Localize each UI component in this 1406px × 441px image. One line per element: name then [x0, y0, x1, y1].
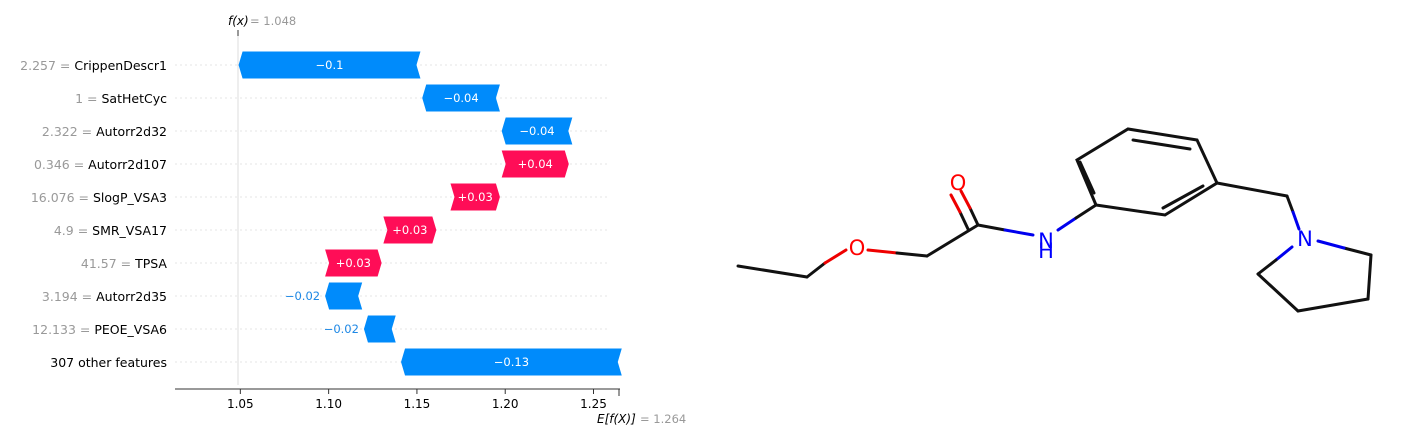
- feature-label: 16.076 = SlogP_VSA3: [31, 190, 167, 205]
- positive-contribution-bar: [325, 249, 382, 277]
- bond: [1131, 138, 1192, 151]
- positive-contribution-bar: [501, 150, 569, 178]
- bond: [1256, 258, 1278, 276]
- feature-value: 2.322 =: [42, 124, 96, 139]
- contribution-bars: −0.1 −0.04 −0.04 +0.04 +0.03 +0.03 +0.03 −0.02 −…: [238, 51, 622, 376]
- contribution-label: +0.03: [458, 190, 493, 204]
- contribution-label: +0.03: [336, 256, 371, 270]
- contribution-label: +0.04: [518, 157, 553, 171]
- contribution-label: −0.02: [324, 322, 359, 336]
- x-tick-label: 1.25: [580, 397, 607, 411]
- feature-name: PEOE_VSA6: [94, 322, 167, 337]
- base-label-value: = 1.264: [640, 412, 686, 426]
- feature-label: 41.57 = TPSA: [81, 256, 168, 271]
- feature-label: 4.9 = SMR_VSA17: [54, 223, 167, 238]
- bond: [1074, 203, 1098, 220]
- bond: [925, 223, 980, 258]
- feature-value: 3.194 =: [42, 289, 96, 304]
- contribution-label: −0.1: [316, 58, 344, 72]
- bond: [976, 223, 1007, 232]
- negative-contribution-bar: [238, 51, 421, 79]
- x-axis-ticks: 1.05 1.10 1.15 1.20 1.25: [227, 389, 607, 411]
- bond: [866, 248, 899, 255]
- bond: [1366, 253, 1373, 301]
- x-axis: 1.05 1.10 1.15 1.20 1.25: [175, 388, 620, 411]
- bond: [1215, 181, 1289, 198]
- negative-contribution-bar: [325, 282, 363, 310]
- atom-label-amine-nitrogen: N: [1297, 227, 1313, 251]
- bond: [895, 251, 929, 258]
- bond: [823, 248, 848, 265]
- x-tick-label: 1.05: [227, 397, 254, 411]
- feature-label: 307 other features: [50, 355, 167, 370]
- feature-value: 12.133 =: [32, 322, 94, 337]
- bond: [949, 193, 962, 214]
- bond: [1296, 297, 1370, 313]
- atom-label-carbonyl-oxygen: O: [950, 171, 967, 195]
- contribution-label: +0.03: [392, 223, 427, 237]
- bond: [1003, 228, 1035, 237]
- feature-label: 1 = SatHetCyc: [75, 91, 167, 106]
- atom-label-amide-nitrogen: N: [1038, 229, 1054, 253]
- negative-contribution-bar: [501, 117, 573, 145]
- bond: [1342, 246, 1373, 257]
- negative-contribution-bar: [401, 348, 622, 376]
- bond: [1161, 184, 1205, 210]
- negative-contribution-bar: [422, 84, 500, 112]
- contribution-label: −0.13: [494, 355, 529, 369]
- bond: [959, 189, 972, 210]
- bond: [1291, 210, 1301, 231]
- contribution-label: −0.02: [285, 289, 320, 303]
- feature-name: TPSA: [134, 256, 167, 271]
- feature-name: 307 other features: [50, 355, 167, 370]
- positive-contribution-bar: [450, 183, 500, 211]
- feature-name: Autorr2d107: [88, 157, 167, 172]
- bond: [1285, 194, 1295, 214]
- contribution-label: −0.04: [443, 91, 478, 105]
- feature-label: 0.346 = Autorr2d107: [34, 157, 167, 172]
- fx-label-name: f(x): [228, 14, 249, 28]
- feature-name: SMR_VSA17: [92, 223, 167, 238]
- bond: [736, 264, 809, 279]
- bond: [1274, 245, 1294, 262]
- feature-label: 3.194 = Autorr2d35: [42, 289, 167, 304]
- base-value-label: E[f(X)] = 1.264: [597, 389, 686, 426]
- bond: [805, 261, 827, 279]
- bond: [1316, 239, 1346, 250]
- atom-label-ether-oxygen: O: [849, 236, 866, 260]
- benzene-ring: [1075, 127, 1219, 217]
- feature-label: 12.133 = PEOE_VSA6: [32, 322, 167, 337]
- feature-name: CrippenDescr1: [74, 58, 167, 73]
- contribution-label: −0.04: [519, 124, 554, 138]
- molecule-structure: O O N H N: [736, 127, 1373, 313]
- fx-label-value: = 1.048: [250, 14, 296, 28]
- feature-label: 2.257 = CrippenDescr1: [20, 58, 167, 73]
- atom-label-amide-hydrogen: H: [1038, 239, 1054, 263]
- feature-value: 4.9 =: [54, 223, 92, 238]
- feature-name: Autorr2d32: [96, 124, 167, 139]
- positive-contribution-bar: [383, 216, 437, 244]
- feature-labels: 2.257 = CrippenDescr1 1 = SatHetCyc 2.322 …: [20, 58, 167, 370]
- bond: [958, 210, 970, 231]
- bond: [1078, 160, 1096, 195]
- feature-value: 41.57 =: [81, 256, 135, 271]
- feature-label: 2.322 = Autorr2d32: [42, 124, 167, 139]
- fx-label: f(x) = 1.048: [228, 14, 296, 36]
- negative-contribution-bar: [363, 315, 396, 343]
- bond: [968, 206, 980, 227]
- feature-value: 0.346 =: [34, 157, 88, 172]
- feature-value: 1 =: [75, 91, 101, 106]
- x-tick-label: 1.20: [492, 397, 519, 411]
- x-tick-label: 1.10: [315, 397, 342, 411]
- feature-value: 16.076 =: [31, 190, 93, 205]
- x-tick-label: 1.15: [404, 397, 431, 411]
- shap-waterfall-chart: −0.1 −0.04 −0.04 +0.04 +0.03 +0.03 +0.03 −0.02 −…: [20, 14, 686, 426]
- bond: [1256, 272, 1300, 313]
- feature-value: 2.257 =: [20, 58, 74, 73]
- bond: [1056, 216, 1078, 232]
- feature-name: Autorr2d35: [96, 289, 167, 304]
- feature-name: SlogP_VSA3: [93, 190, 167, 205]
- feature-name: SatHetCyc: [102, 91, 168, 106]
- base-label-name: E[f(X)]: [597, 412, 636, 426]
